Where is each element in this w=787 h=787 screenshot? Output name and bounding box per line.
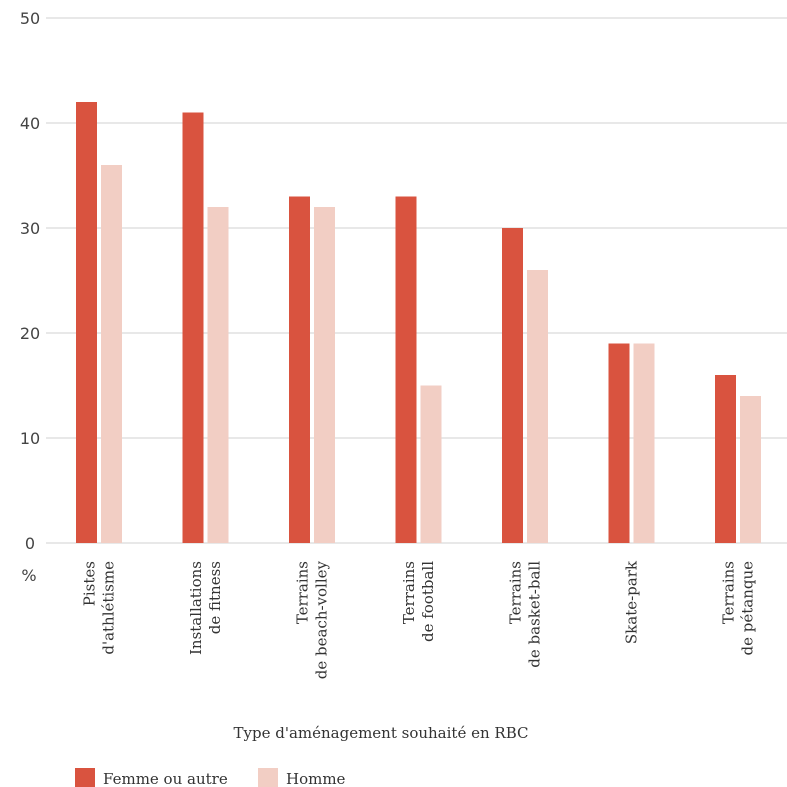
category-label: d'athlétisme bbox=[100, 561, 118, 655]
bar-femme bbox=[76, 102, 97, 543]
legend-swatch-femme bbox=[75, 768, 95, 787]
y-axis-unit-label: % bbox=[21, 566, 36, 585]
legend: Femme ou autre Homme bbox=[75, 768, 346, 787]
bar-homme bbox=[633, 343, 655, 543]
category-label: Terrains bbox=[400, 561, 418, 624]
bar-homme bbox=[207, 207, 229, 543]
bar-femme bbox=[715, 375, 736, 543]
y-axis-ticks: 0 10 20 30 40 50 bbox=[20, 9, 40, 553]
category-label: de fitness bbox=[206, 561, 224, 634]
category-label: Installations bbox=[187, 561, 205, 655]
legend-swatch-homme bbox=[258, 768, 278, 787]
y-tick-label: 0 bbox=[25, 534, 35, 553]
category-label: de beach-volley bbox=[313, 560, 331, 679]
category-label: de basket-ball bbox=[526, 561, 544, 668]
bar-femme bbox=[502, 228, 523, 543]
bar-femme bbox=[608, 343, 630, 543]
bar-femme bbox=[395, 196, 417, 543]
category-label: Pistes bbox=[81, 561, 99, 606]
y-tick-label: 10 bbox=[20, 429, 40, 448]
bar-homme bbox=[101, 165, 122, 543]
y-tick-label: 50 bbox=[20, 9, 40, 28]
category-label: Terrains bbox=[294, 561, 312, 624]
x-axis-title: Type d'aménagement souhaité en RBC bbox=[234, 724, 529, 742]
bars bbox=[76, 102, 761, 543]
bar-homme bbox=[314, 207, 335, 543]
legend-label-femme: Femme ou autre bbox=[103, 770, 228, 787]
y-tick-label: 30 bbox=[20, 219, 40, 238]
y-tick-label: 40 bbox=[20, 114, 40, 133]
category-label: de football bbox=[419, 561, 437, 642]
legend-label-homme: Homme bbox=[286, 770, 346, 787]
y-tick-label: 20 bbox=[20, 324, 40, 343]
bar-homme bbox=[740, 396, 761, 543]
category-labels: Pistes d'athlétisme Installations de fitnes… bbox=[81, 560, 757, 679]
category-label: Skate-park bbox=[623, 560, 641, 644]
bar-femme bbox=[182, 112, 204, 543]
bar-femme bbox=[289, 196, 310, 543]
category-label: Terrains bbox=[720, 561, 738, 624]
bar-homme bbox=[527, 270, 548, 543]
category-label: Terrains bbox=[507, 561, 525, 624]
bar-homme bbox=[420, 385, 442, 543]
category-label: de pétanque bbox=[739, 561, 757, 656]
